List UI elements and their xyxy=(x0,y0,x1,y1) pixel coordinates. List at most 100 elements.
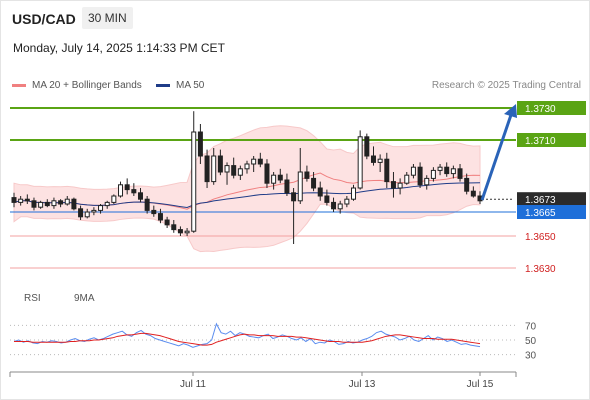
candle-body xyxy=(284,179,290,194)
ma50-legend: MA 50 xyxy=(156,80,204,91)
rsi-ma-legend: 9MA xyxy=(62,293,95,304)
candle-body xyxy=(64,198,70,205)
rsi-line xyxy=(13,322,481,348)
forecast-arrow-head xyxy=(504,104,517,118)
candle-body xyxy=(124,184,130,191)
bollinger-band xyxy=(13,125,481,253)
candle-body xyxy=(444,166,450,175)
candle-body xyxy=(424,177,430,186)
candle-body xyxy=(157,213,163,221)
candle-body xyxy=(251,158,257,165)
rsi-tick-50: 50 xyxy=(525,336,537,347)
candle-body xyxy=(171,224,177,231)
candle-body xyxy=(177,229,183,234)
candlesticks xyxy=(11,111,483,244)
candle-body xyxy=(384,158,390,183)
candle-body xyxy=(317,187,323,197)
bollinger-legend-label: MA 20 + Bollinger Bands xyxy=(32,80,142,91)
price-tags: 1.3730 1.3710 1.3673 1.3665 1.3650 1.3630 xyxy=(517,101,586,275)
time-tick-label: Jul 11 xyxy=(180,379,206,390)
level-tag-1-3630: 1.3630 xyxy=(525,264,556,275)
candle-body xyxy=(364,136,370,157)
candle-body xyxy=(331,201,337,210)
candle-body xyxy=(104,201,110,207)
candle-body xyxy=(197,131,203,157)
ma50-legend-label: MA 50 xyxy=(176,80,205,91)
candle-body xyxy=(217,155,223,173)
candle-body xyxy=(390,181,396,189)
candle-body xyxy=(58,200,64,205)
rsi-ma-line xyxy=(14,332,481,346)
candle-body xyxy=(111,195,117,203)
timeframe-badge[interactable]: 30 MIN xyxy=(82,7,133,29)
candle-body xyxy=(184,230,190,234)
candle-body xyxy=(237,168,243,176)
candle-body xyxy=(397,182,403,189)
bollinger-band-area xyxy=(13,125,481,253)
chart-datetime: Monday, July 14, 2025 1:14:33 PM CET xyxy=(13,41,225,55)
candle-body xyxy=(211,155,217,183)
rsi-tick-70: 70 xyxy=(525,321,537,332)
candle-body xyxy=(224,165,230,173)
chart-header: USD/CAD 30 MIN Monday, July 14, 2025 1:1… xyxy=(0,0,590,66)
candle-body xyxy=(311,177,317,189)
candle-body xyxy=(344,198,350,205)
candle-body xyxy=(324,195,330,203)
candle-body xyxy=(370,155,376,163)
candle-body xyxy=(151,209,157,215)
candle-body xyxy=(144,198,150,211)
price-levels xyxy=(10,107,516,269)
symbol-label: USD/CAD xyxy=(12,11,76,27)
candle-body xyxy=(357,136,363,189)
candle-body xyxy=(291,192,297,202)
time-tick-label: Jul 15 xyxy=(467,379,494,390)
level-tag-1-3650: 1.3650 xyxy=(525,232,556,243)
candle-body xyxy=(257,158,263,165)
candle-body xyxy=(131,189,137,194)
candle-body xyxy=(430,169,436,179)
candle-body xyxy=(71,198,77,210)
time-tick-label: Jul 13 xyxy=(349,379,376,390)
level-tag-bg-1-3710 xyxy=(517,133,586,147)
level-tag-1-3665: 1.3665 xyxy=(525,208,556,219)
candle-body xyxy=(31,200,37,208)
level-tag-1-3730: 1.3730 xyxy=(525,104,556,115)
level-tag-bg-1-3673 xyxy=(517,192,586,207)
candle-body xyxy=(191,131,197,232)
candle-body xyxy=(304,171,310,179)
candle-body xyxy=(264,163,270,184)
candle-body xyxy=(11,197,17,203)
candle-body xyxy=(417,166,423,186)
candle-body xyxy=(78,208,84,218)
candle-body xyxy=(24,198,30,202)
candle-body xyxy=(410,166,416,176)
candle-body xyxy=(351,187,357,200)
level-tag-1-3673: 1.3673 xyxy=(525,195,556,206)
candle-body xyxy=(457,168,463,179)
bollinger-swatch xyxy=(12,84,26,87)
candle-body xyxy=(464,177,470,192)
candle-body xyxy=(470,190,476,197)
candle-body xyxy=(51,200,57,207)
candle-body xyxy=(137,192,143,200)
candle-body xyxy=(118,184,124,197)
rsi-legend: RSI xyxy=(12,293,41,304)
bollinger-legend: MA 20 + Bollinger Bands xyxy=(12,80,142,91)
candle-body xyxy=(337,203,343,210)
candle-body xyxy=(204,155,210,183)
level-tag-bg-1-3665 xyxy=(517,205,586,219)
candle-body xyxy=(244,163,250,170)
copyright-text: Research © 2025 Trading Central xyxy=(431,80,581,91)
candle-body xyxy=(84,211,90,218)
candle-body xyxy=(91,209,97,213)
candle-body xyxy=(18,198,24,203)
ma50-swatch xyxy=(156,84,170,87)
rsi-ma-legend-label: 9MA xyxy=(74,293,95,304)
candle-body xyxy=(404,174,410,184)
candle-body xyxy=(437,166,443,171)
candle-body xyxy=(44,201,50,207)
forecast-arrow-shaft xyxy=(480,111,514,201)
candle-body xyxy=(231,165,237,176)
rsi-tick-30: 30 xyxy=(525,351,537,362)
